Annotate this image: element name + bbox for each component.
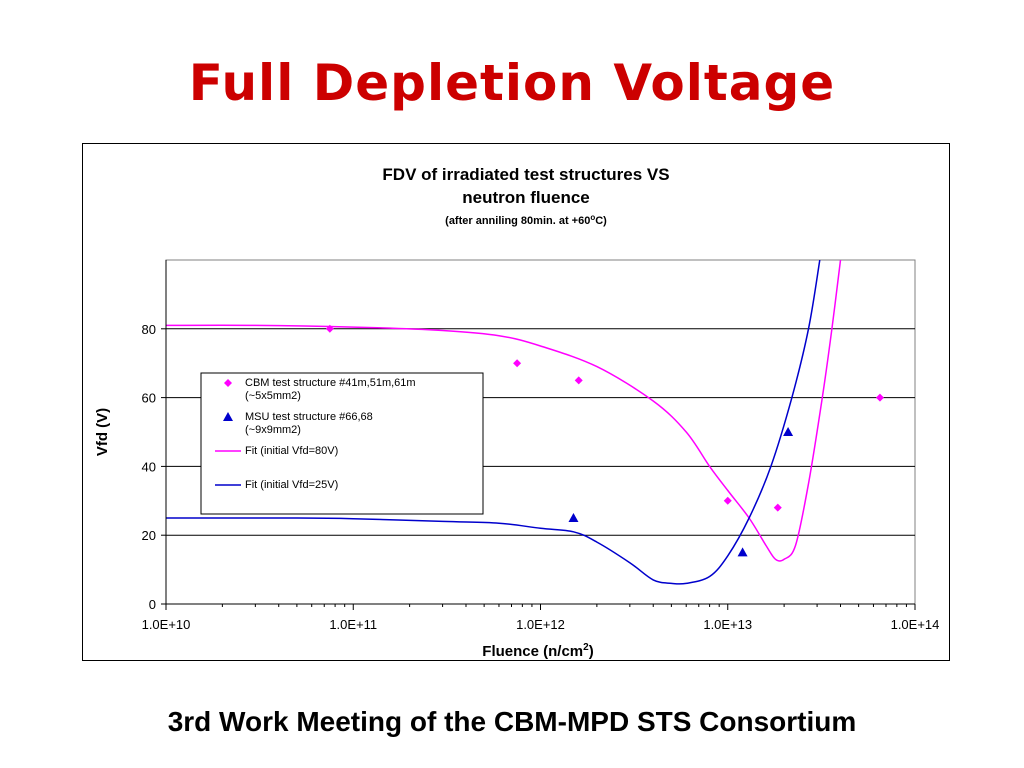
legend-label: Fit (initial Vfd=25V) [245,479,338,491]
axes: 0 20 40 60 80 1.0E+10 1.0E+11 1.0E+12 1.0E+13 1.0… [142,260,940,632]
y-tick-label: 80 [142,322,156,337]
legend-label: Fit (initial Vfd=80V) [245,445,338,457]
x-axis-label: Fluence (n/cm2) [482,642,593,660]
y-tick-label: 60 [142,391,156,406]
legend: CBM test structure #41m,51m,61m(~5x5mm2)… [200,372,484,515]
chart-title-line2: neutron fluence [462,188,590,207]
fit-line-2 [166,260,842,562]
y-axis-label: Vfd (V) [94,408,111,456]
slide-footer: 3rd Work Meeting of the CBM-MPD STS Cons… [167,706,857,737]
x-tick-label: 1.0E+14 [891,617,940,632]
cbm-data-point [875,393,884,402]
x-axis-label-sup: 2 [583,642,589,653]
cbm-data-point [574,376,583,385]
legend-label: MSU test structure #66,68 [245,411,373,423]
x-tick-label: 1.0E+13 [703,617,752,632]
y-tick-label: 40 [142,459,156,474]
chart-subtitle-sup: o [590,213,595,222]
chart-frame: FDV of irradiated test structures VS neu… [82,143,950,661]
slide-title: Full Depletion Voltage [188,54,836,112]
legend-triangle-marker [223,412,233,421]
cbm-data-point [723,496,732,505]
msu-data-point [568,513,579,522]
x-tick-label: 1.0E+10 [142,617,191,632]
legend-label: (~5x5mm2) [245,390,301,402]
chart-subtitle-post: C) [595,215,607,227]
cbm-data-point [773,503,782,512]
legend-label: (~9x9mm2) [245,424,301,436]
fit-lines [166,260,842,585]
legend-diamond-marker [224,379,232,387]
chart-subtitle: (after anniling 80min. at +60oC) [445,213,607,227]
chart-title-line1: FDV of irradiated test structures VS [382,165,669,184]
x-tick-label: 1.0E+12 [516,617,565,632]
x-axis-label-pre: Fluence (n/cm [482,643,583,660]
chart-svg: FDV of irradiated test structures VS neu… [94,165,940,660]
cbm-data-point [325,324,334,333]
legend-box [200,372,484,515]
cbm-data-point [513,359,522,368]
fit-line-3 [166,260,821,585]
x-axis-label-post: ) [589,643,594,660]
chart-subtitle-pre: (after anniling 80min. at +60 [445,215,590,227]
msu-data-point [783,427,794,436]
data-markers [325,324,884,557]
x-tick-label: 1.0E+11 [329,617,377,632]
y-tick-label: 0 [149,597,156,612]
msu-data-point [737,547,748,557]
legend-label: CBM test structure #41m,51m,61m [245,377,416,389]
y-tick-label: 20 [142,528,156,543]
